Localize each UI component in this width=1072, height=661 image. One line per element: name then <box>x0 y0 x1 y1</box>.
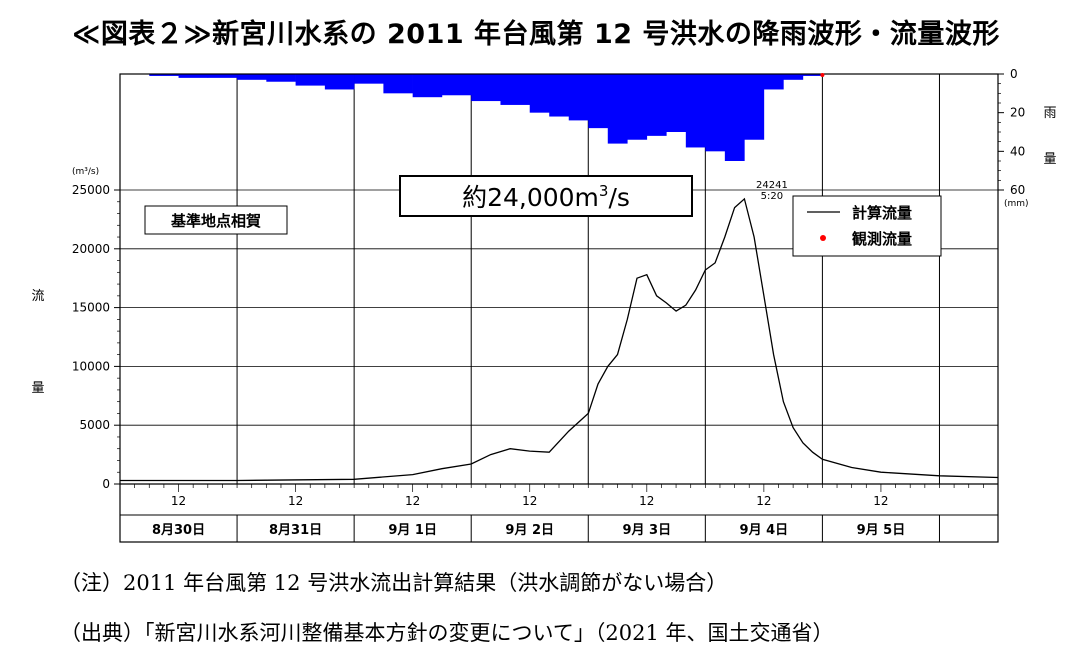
discharge-series-line <box>120 197 999 482</box>
station-label: 基準地点相賀 <box>170 212 261 230</box>
date-label: 9月 1日 <box>388 523 437 538</box>
rainfall-bar <box>568 74 589 121</box>
y-tick-label: 5000 <box>79 418 110 432</box>
y-axis-unit: (m³/s) <box>72 167 99 177</box>
rainfall-bar <box>646 74 667 136</box>
rain-axis-label: 量 <box>1043 152 1056 167</box>
rainfall-bar <box>500 74 531 105</box>
date-label: 8月30日 <box>152 523 205 538</box>
callout-prefix: 約24,000m <box>462 183 599 212</box>
rainfall-bar <box>295 74 326 86</box>
page-title: ≪図表２≫新宮川水系の 2011 年台風第 12 号洪水の降雨波形・流量波形 <box>72 19 1000 50</box>
rainfall-bar <box>412 74 443 98</box>
date-label: 9月 5日 <box>857 523 906 538</box>
x-tick-label: 12 <box>873 494 888 508</box>
date-label: 8月31日 <box>269 523 322 538</box>
note-text: （注）2011 年台風第 12 号洪水流出計算結果（洪水調節がない場合） <box>60 571 728 595</box>
legend-label: 観測流量 <box>852 230 912 248</box>
y-tick-label: 10000 <box>72 359 110 373</box>
rainfall-bars <box>149 74 823 161</box>
observed-series <box>820 73 825 77</box>
y-tick-label: 0 <box>102 477 110 491</box>
chart-grid <box>119 74 998 484</box>
peak-callout-box <box>399 175 693 217</box>
x-tick-label: 12 <box>522 494 537 508</box>
peak-callout-text: 約24,000m3/s <box>462 182 630 212</box>
date-label: 9月 2日 <box>505 523 554 538</box>
rainfall-bar <box>178 74 209 78</box>
rainfall-bar <box>724 74 745 161</box>
rainfall-bar <box>549 74 570 117</box>
chart-labels: 0500010000150002000025000(m³/s)流量0204060… <box>31 67 1056 538</box>
rainfall-bar <box>529 74 550 113</box>
rainfall-bar <box>705 74 726 152</box>
x-tick-label: 12 <box>171 494 186 508</box>
rainfall-bar <box>763 74 784 90</box>
x-tick-label: 12 <box>405 494 420 508</box>
date-label: 9月 4日 <box>740 523 789 538</box>
rainfall-bar <box>627 74 648 140</box>
x-tick-label: 12 <box>756 494 771 508</box>
rainfall-bar <box>207 74 238 78</box>
legend-box <box>792 195 942 257</box>
callout-superscript: 3 <box>599 182 609 200</box>
rainfall-bar <box>441 74 472 96</box>
rain-axis-label: 雨 <box>1043 106 1056 121</box>
rain-tick-label: 60 <box>1010 183 1025 197</box>
rainfall-bar <box>802 74 823 76</box>
legend-dot-swatch <box>820 235 826 241</box>
rainfall-bar <box>685 74 706 148</box>
rainfall-bar <box>471 74 501 102</box>
rainfall-bar <box>744 74 765 140</box>
rainfall-bar <box>266 74 296 82</box>
source-text: （出典）「新宮川水系河川整備基本方針の変更について」（2021 年、国土交通省） <box>60 621 834 645</box>
observed-point <box>820 73 825 77</box>
chart-axes <box>114 73 1004 543</box>
legend-label: 計算流量 <box>852 204 912 222</box>
callout-suffix: /s <box>608 183 629 212</box>
date-label: 9月 3日 <box>622 523 671 538</box>
rainfall-bar <box>666 74 687 132</box>
rainfall-bar <box>237 74 267 80</box>
x-tick-label: 12 <box>639 494 654 508</box>
rainfall-bar <box>383 74 413 94</box>
x-tick-label: 12 <box>288 494 303 508</box>
rainfall-bar <box>588 74 609 129</box>
rainfall-bar <box>354 74 384 84</box>
rain-tick-label: 20 <box>1010 106 1025 120</box>
rain-axis-unit: (mm) <box>1004 199 1029 209</box>
y-tick-label: 25000 <box>72 183 110 197</box>
peak-value-label: 24241 <box>756 180 788 191</box>
rain-tick-label: 40 <box>1010 144 1025 158</box>
rain-tick-label: 0 <box>1010 67 1018 81</box>
y-axis-label: 量 <box>31 381 44 396</box>
rainfall-bar <box>324 74 355 90</box>
y-tick-label: 15000 <box>72 301 110 315</box>
y-tick-label: 20000 <box>72 242 110 256</box>
rainfall-bar <box>149 74 179 76</box>
rainfall-bar <box>783 74 804 80</box>
y-axis-label: 流 <box>31 289 44 304</box>
peak-time-label: 5:20 <box>761 191 783 202</box>
station-label-box <box>144 205 288 235</box>
rainfall-bar <box>607 74 628 144</box>
